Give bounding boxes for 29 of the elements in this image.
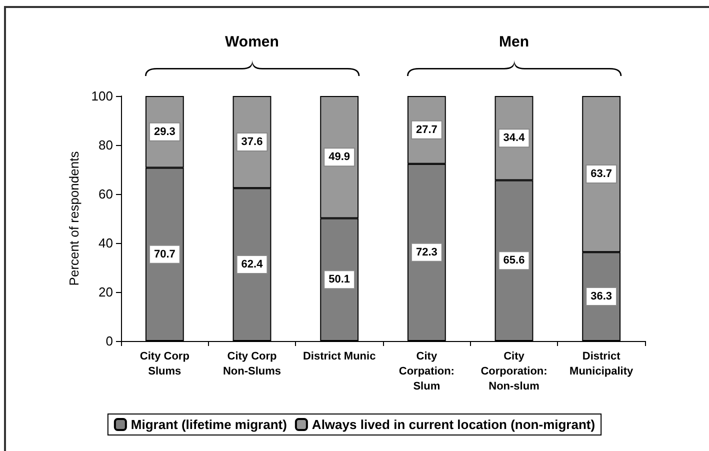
x-tick-label: District Munic	[302, 350, 376, 362]
y-tick-label: 60	[98, 186, 113, 202]
y-tick-label: 80	[98, 138, 113, 152]
data-label: 37.6	[241, 136, 263, 148]
legend-label: Always lived in current location (non-migrant)	[312, 417, 596, 432]
legend-label: Migrant (lifetime migrant)	[130, 417, 287, 432]
x-tick-label: City Corp Slums	[140, 350, 190, 378]
y-tick-label: 20	[98, 284, 113, 300]
data-label: 49.9	[328, 151, 350, 164]
y-axis-title: Percent of respondents	[66, 150, 82, 286]
text: Men	[499, 34, 529, 50]
x-tick-label: City Corporation: Non-slum	[480, 350, 548, 392]
data-label: 27.7	[416, 124, 438, 136]
x-tick-label: City Corp Non-Slums	[222, 350, 282, 378]
data-label: 63.7	[590, 168, 612, 180]
text: Women	[225, 34, 279, 50]
data-label: 29.3	[154, 126, 176, 138]
data-label: 65.6	[503, 254, 525, 267]
data-label: 62.4	[241, 258, 264, 271]
y-tick-label: 40	[98, 236, 113, 250]
data-label: 70.7	[154, 248, 176, 260]
data-label: 36.3	[590, 290, 612, 303]
data-label: 72.3	[416, 246, 438, 258]
y-tick-label: 100	[91, 88, 113, 104]
x-tick-label: District Municipality	[570, 350, 634, 378]
data-label: 34.4	[503, 132, 526, 144]
y-tick-label: 0	[106, 334, 113, 348]
x-tick-label: City Corpation: Slum	[398, 350, 454, 392]
data-label: 50.1	[328, 274, 350, 286]
